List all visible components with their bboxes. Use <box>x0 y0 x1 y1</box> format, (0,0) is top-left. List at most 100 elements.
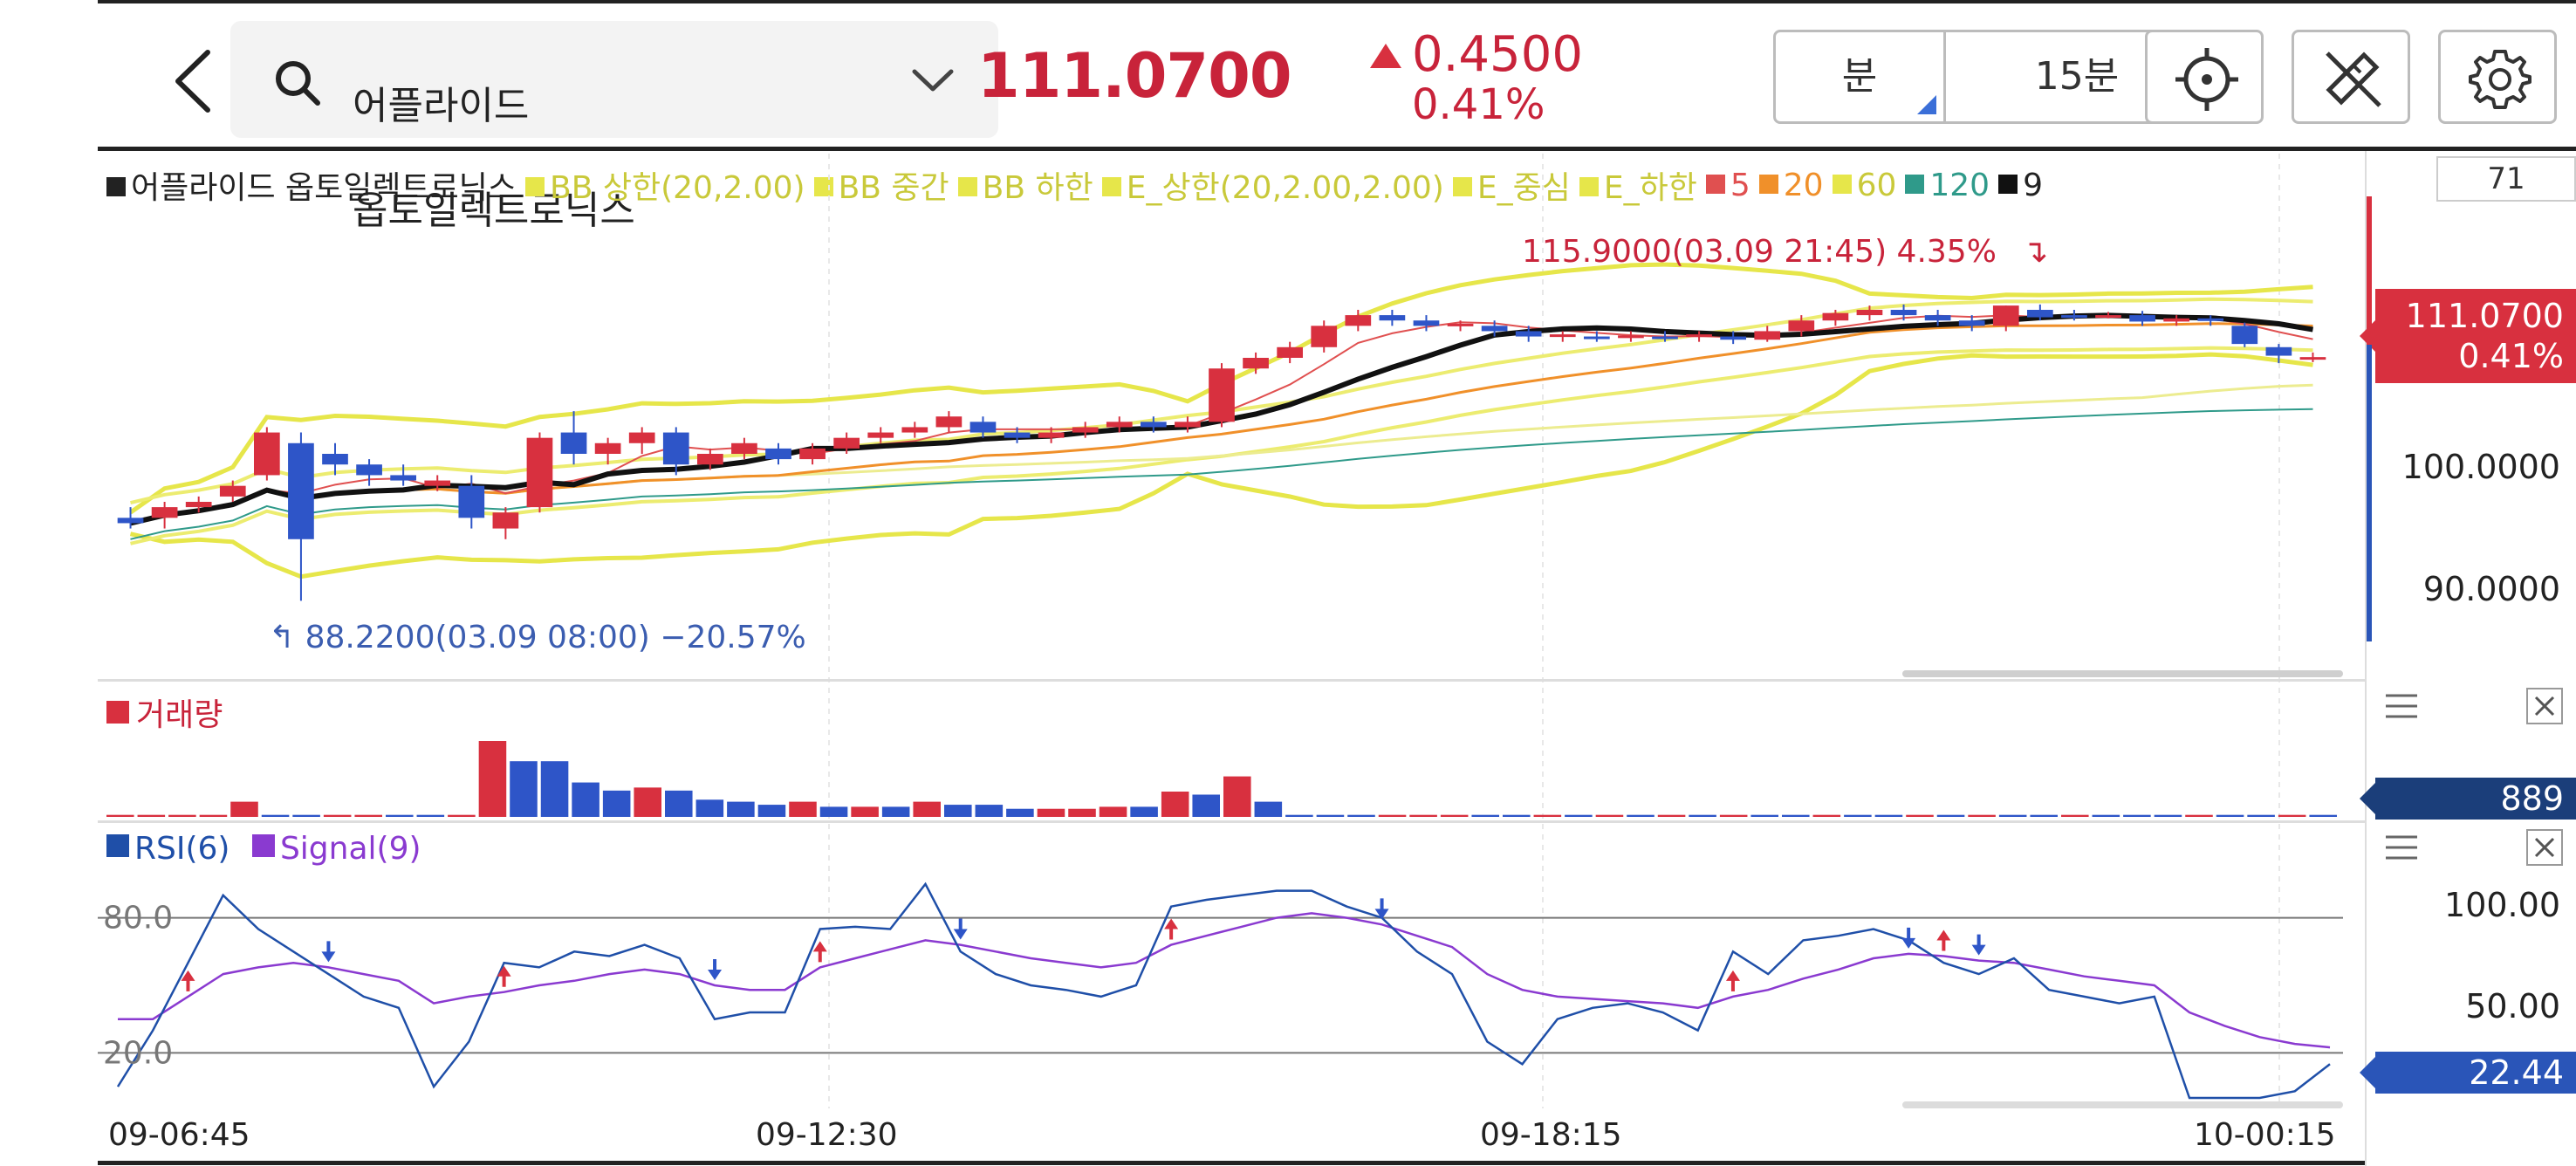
candle-body <box>1618 335 1644 339</box>
volume-bar <box>665 790 693 817</box>
volume-bar <box>1316 814 1345 817</box>
candle-body <box>1106 422 1133 428</box>
candle-body <box>1686 334 1712 338</box>
menu-icon[interactable] <box>2382 828 2421 867</box>
candle-body <box>799 448 826 460</box>
volume-bar <box>323 814 352 817</box>
legend-swatch <box>1579 177 1599 196</box>
candle-body <box>1924 315 1951 321</box>
volume-bar <box>1812 814 1841 817</box>
segment-divider <box>1943 32 1946 121</box>
rsi-scrollbar <box>1902 1101 2343 1108</box>
candle-body <box>662 432 689 465</box>
candle-body <box>424 480 451 486</box>
volume-bar <box>1968 814 1996 817</box>
volume-bar <box>1657 814 1686 817</box>
volume-bar <box>1161 792 1189 817</box>
candle-body <box>1277 346 1304 358</box>
volume-bar <box>1223 776 1251 817</box>
candle-body <box>1345 315 1372 326</box>
candle-body <box>901 427 928 433</box>
volume-bar <box>1037 808 1065 817</box>
volume-bar <box>230 801 258 817</box>
volume-bar <box>1627 814 1655 817</box>
candle-body <box>1072 427 1099 433</box>
back-button[interactable] <box>159 42 229 120</box>
legend-item: 120 <box>1905 168 1990 203</box>
low-annotation: ↰ 88.2200(03.09 08:00) −20.57% <box>269 620 806 655</box>
settings-button[interactable] <box>2438 30 2557 124</box>
signal-title-label: Signal(9) <box>279 831 421 867</box>
candle-body <box>2299 357 2326 360</box>
legend-swatch <box>957 177 977 196</box>
axis-top-box: 71 <box>2436 156 2576 202</box>
price-change-pct: 0.41% <box>1412 80 1545 129</box>
candle-body <box>1311 326 1338 347</box>
indicator-legend[interactable]: 어플라이드 옵토일렉트로닉스 BB 상한(20,2.00) BB 중간 BB 하한 E_… <box>106 162 2052 206</box>
price-chart[interactable]: 80.0 20.0 <box>0 0 2367 1166</box>
volume-bar <box>1874 814 1903 817</box>
volume-bar <box>1378 814 1407 817</box>
volume-bar <box>137 814 166 817</box>
crosshair-button[interactable] <box>2145 30 2264 124</box>
legend-swatch <box>1998 174 2018 194</box>
candle-body <box>696 454 723 465</box>
volume-bar <box>1192 794 1220 817</box>
volume-bar <box>106 814 134 817</box>
candle-body <box>288 442 314 539</box>
volume-bar <box>199 814 228 817</box>
period-unit-dropdown[interactable]: 분 <box>1776 32 1943 121</box>
stock-name: 어플라이드 옵토일렉트로닉스 <box>353 28 841 290</box>
draw-tools-button[interactable] <box>2292 30 2410 124</box>
candle-body <box>1856 310 1883 316</box>
volume-bar <box>1409 814 1437 817</box>
menu-icon[interactable] <box>2382 687 2421 725</box>
candle-body <box>1583 336 1610 340</box>
rsi-level-label: 80.0 <box>103 901 173 936</box>
volume-bar <box>851 806 879 817</box>
volume-bar <box>416 814 445 817</box>
legend-swatch <box>1832 174 1852 194</box>
volume-value-tag: 889 <box>2360 778 2576 820</box>
legend-label: 120 <box>1929 167 1990 203</box>
candle-body <box>1958 320 1985 326</box>
sell-signal-arrow <box>1374 898 1389 920</box>
candle-body <box>628 432 655 443</box>
signal-swatch <box>251 834 275 857</box>
legend-item: 60 <box>1832 167 1897 203</box>
legend-item: 20 <box>1758 168 1824 203</box>
volume-bar <box>881 806 910 817</box>
candle-body <box>2129 315 2155 322</box>
legend-swatch <box>1101 177 1121 196</box>
candle-body <box>253 432 280 476</box>
legend-swatch <box>1905 174 1925 194</box>
legend-item: BB 하한 <box>957 162 1093 208</box>
volume-bar <box>1254 801 1283 817</box>
buy-signal-arrow <box>812 941 827 963</box>
legend-item: 9 <box>1998 168 2043 203</box>
panel-separator <box>98 820 2367 823</box>
right-axis: 71 111.0700 0.41% 100.0000 90.0000 889 1… <box>2360 151 2576 1166</box>
x-axis-label: 10-00:15 <box>2194 1117 2336 1153</box>
chevron-down-icon[interactable] <box>908 63 958 98</box>
stock-search-box[interactable]: 어플라이드 옵토일렉트로닉스 <box>230 21 998 233</box>
legend-label: 5 <box>1730 167 1750 203</box>
close-icon[interactable] <box>2525 687 2564 725</box>
volume-bar <box>2309 814 2337 817</box>
legend-label: E_중심 <box>1476 170 1571 206</box>
volume-bar <box>2123 814 2151 817</box>
volume-bar <box>1068 808 1096 817</box>
legend-label: BB 중간 <box>838 170 949 206</box>
volume-bar <box>540 761 569 817</box>
buy-signal-arrow <box>1725 970 1740 991</box>
chart-scrollbar <box>1902 670 2343 677</box>
volume-swatch <box>106 701 129 724</box>
ma20-line <box>130 322 2313 525</box>
close-icon[interactable] <box>2525 828 2564 867</box>
high-annotation: 115.9000(03.09 21:45) 4.35% ↴ <box>1522 234 2049 270</box>
legend-label: 60 <box>1856 167 1897 203</box>
candle-body <box>2163 318 2190 322</box>
candle-body <box>219 485 246 497</box>
buy-signal-arrow <box>181 970 195 991</box>
sell-signal-arrow <box>321 941 336 963</box>
